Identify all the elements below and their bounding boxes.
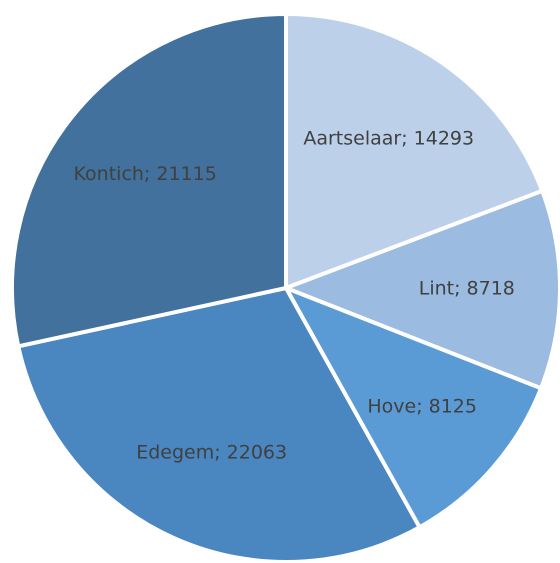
data-label: Edegem; 22063 bbox=[136, 441, 287, 463]
pie-slice bbox=[16, 286, 422, 563]
data-label: Kontich; 21115 bbox=[74, 163, 217, 185]
pie-slice bbox=[10, 12, 288, 349]
pie-slice bbox=[284, 12, 545, 290]
data-label: Aartselaar; 14293 bbox=[303, 128, 474, 150]
data-label: Lint; 8718 bbox=[419, 278, 515, 300]
pie-slice bbox=[284, 286, 543, 530]
data-label: Hove; 8125 bbox=[367, 396, 477, 418]
